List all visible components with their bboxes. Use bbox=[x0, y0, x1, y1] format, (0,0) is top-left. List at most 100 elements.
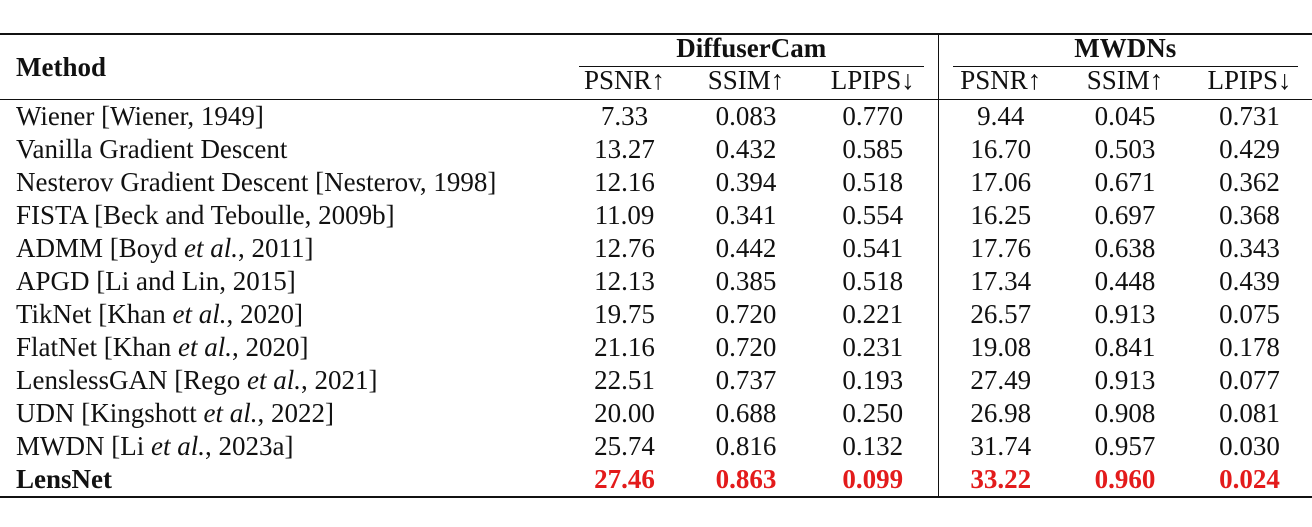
metric-value: 12.76 bbox=[594, 233, 655, 263]
metric-value: 0.541 bbox=[842, 233, 904, 263]
metric-value: 0.671 bbox=[1094, 167, 1156, 197]
metric-value: 0.503 bbox=[1094, 134, 1156, 164]
metric-value: 0.913 bbox=[1094, 299, 1156, 329]
metric-value: 17.06 bbox=[937, 166, 1063, 199]
metric-value: 0.132 bbox=[842, 431, 904, 461]
metric-value: 0.720 bbox=[715, 299, 777, 329]
table-row: MWDN [Li et al., 2023a] 25.74 0.816 0.132 31… bbox=[0, 430, 1312, 463]
group-header-mwdns: MWDNs bbox=[937, 33, 1312, 67]
citation-year-text: , 2020] bbox=[231, 332, 309, 362]
metric-value: 0.720 bbox=[715, 332, 777, 362]
method-name-text: TikNet [Khan bbox=[16, 299, 173, 329]
metric-value: 0.077 bbox=[1219, 365, 1280, 395]
method-name-text: Wiener [Wiener, 1949] bbox=[16, 101, 264, 131]
method-header: Method bbox=[0, 33, 565, 100]
method-name: FISTA [Beck and Teboulle, 2009b] bbox=[0, 199, 565, 232]
metric-value: 0.448 bbox=[1094, 266, 1156, 296]
metric-value: 0.178 bbox=[1219, 332, 1280, 362]
metric-header: LPIPS↓ bbox=[1187, 67, 1312, 100]
table-row: FISTA [Beck and Teboulle, 2009b] 11.09 0.3… bbox=[0, 199, 1312, 232]
method-name-text: ADMM [Boyd bbox=[16, 233, 185, 263]
method-name-text: LenslessGAN [Rego bbox=[16, 365, 247, 395]
metric-value: 0.816 bbox=[715, 431, 777, 461]
metric-value: 0.518 bbox=[842, 266, 904, 296]
metric-value: 0.385 bbox=[715, 266, 777, 296]
metric-header: SSIM↑ bbox=[1063, 67, 1187, 100]
group-label-diffusercam: DiffuserCam bbox=[579, 35, 924, 67]
method-name-text: Nesterov Gradient Descent [Nesterov, 199… bbox=[16, 167, 497, 197]
metric-header: LPIPS↓ bbox=[808, 67, 938, 100]
table-row: Nesterov Gradient Descent [Nesterov, 199… bbox=[0, 166, 1312, 199]
metric-value: 16.70 bbox=[937, 133, 1063, 166]
method-name: Wiener [Wiener, 1949] bbox=[0, 100, 565, 134]
metric-value: 0.442 bbox=[715, 233, 777, 263]
metric-value: 25.74 bbox=[594, 431, 655, 461]
metric-value: 0.343 bbox=[1219, 233, 1280, 263]
citation-year-text: , 2020] bbox=[226, 299, 304, 329]
method-name-text: FISTA [Beck and Teboulle, 2009b] bbox=[16, 200, 395, 230]
table-row: TikNet [Khan et al., 2020] 19.75 0.720 0.22… bbox=[0, 298, 1312, 331]
method-name: UDN [Kingshott et al., 2022] bbox=[0, 397, 565, 430]
metric-value: 0.638 bbox=[1094, 233, 1156, 263]
et-al-text: et al. bbox=[184, 233, 239, 263]
method-name: ADMM [Boyd et al., 2011] bbox=[0, 232, 565, 265]
group-header-diffusercam: DiffuserCam bbox=[565, 33, 938, 67]
method-name: Vanilla Gradient Descent bbox=[0, 133, 565, 166]
method-name-text: LensNet bbox=[16, 464, 112, 494]
metric-value: 0.099 bbox=[808, 463, 938, 498]
metric-value: 26.57 bbox=[937, 298, 1063, 331]
metric-header: SSIM↑ bbox=[684, 67, 808, 100]
et-al-text: et al. bbox=[177, 332, 232, 362]
metric-value: 20.00 bbox=[594, 398, 655, 428]
method-name-text: UDN [Kingshott bbox=[16, 398, 204, 428]
method-name: FlatNet [Khan et al., 2020] bbox=[0, 331, 565, 364]
metric-value: 13.27 bbox=[594, 134, 655, 164]
metric-value: 0.432 bbox=[715, 134, 777, 164]
metric-header: PSNR↑ bbox=[565, 67, 684, 100]
metric-value: 12.13 bbox=[594, 266, 655, 296]
metric-value: 0.250 bbox=[842, 398, 904, 428]
metric-value: 0.770 bbox=[842, 101, 904, 131]
metric-value: 0.908 bbox=[1094, 398, 1156, 428]
method-name: Nesterov Gradient Descent [Nesterov, 199… bbox=[0, 166, 565, 199]
et-al-text: et al. bbox=[246, 365, 301, 395]
citation-year-text: , 2023a] bbox=[204, 431, 294, 461]
citation-year-text: , 2011] bbox=[238, 233, 314, 263]
metric-value: 0.193 bbox=[842, 365, 904, 395]
metric-header: PSNR↑ bbox=[937, 67, 1063, 100]
metric-value: 0.957 bbox=[1094, 431, 1156, 461]
table-row: Vanilla Gradient Descent 13.27 0.432 0.585 1… bbox=[0, 133, 1312, 166]
table-row: FlatNet [Khan et al., 2020] 21.16 0.720 0.2… bbox=[0, 331, 1312, 364]
metric-value: 0.960 bbox=[1063, 463, 1187, 498]
metric-value: 7.33 bbox=[600, 101, 649, 131]
metric-value: 0.231 bbox=[842, 332, 904, 362]
group-label-mwdns: MWDNs bbox=[952, 35, 1298, 67]
method-name-text: APGD [Li and Lin, 2015] bbox=[16, 266, 296, 296]
et-al-text: et al. bbox=[150, 431, 205, 461]
metric-value: 0.554 bbox=[842, 200, 904, 230]
table-row: Wiener [Wiener, 1949] 7.33 0.083 0.770 9.44 0… bbox=[0, 99, 1312, 134]
metric-value: 0.688 bbox=[715, 398, 777, 428]
metric-value: 31.74 bbox=[937, 430, 1063, 463]
table-row: LensNet 27.46 0.863 0.099 33.22 0.960 0.024 bbox=[0, 463, 1312, 498]
metric-value: 21.16 bbox=[594, 332, 655, 362]
table-body: Wiener [Wiener, 1949] 7.33 0.083 0.770 9.44 0… bbox=[0, 99, 1312, 498]
method-name: LensNet bbox=[0, 463, 565, 498]
method-name: MWDN [Li et al., 2023a] bbox=[0, 430, 565, 463]
metric-value: 0.045 bbox=[1094, 101, 1156, 131]
metric-value: 0.030 bbox=[1219, 431, 1280, 461]
method-name-text: FlatNet [Khan bbox=[16, 332, 178, 362]
metric-value: 11.09 bbox=[594, 200, 655, 230]
metric-value: 22.51 bbox=[594, 365, 655, 395]
metric-value: 0.368 bbox=[1219, 200, 1280, 230]
et-al-text: et al. bbox=[172, 299, 227, 329]
metric-value: 12.16 bbox=[594, 167, 655, 197]
metric-value: 0.863 bbox=[684, 463, 808, 498]
metric-value: 33.22 bbox=[937, 463, 1063, 498]
metric-value: 0.362 bbox=[1219, 167, 1280, 197]
metric-value: 26.98 bbox=[937, 397, 1063, 430]
metric-value: 0.697 bbox=[1094, 200, 1156, 230]
metric-value: 0.083 bbox=[715, 101, 777, 131]
metric-value: 16.25 bbox=[937, 199, 1063, 232]
metric-value: 9.44 bbox=[937, 99, 1063, 133]
